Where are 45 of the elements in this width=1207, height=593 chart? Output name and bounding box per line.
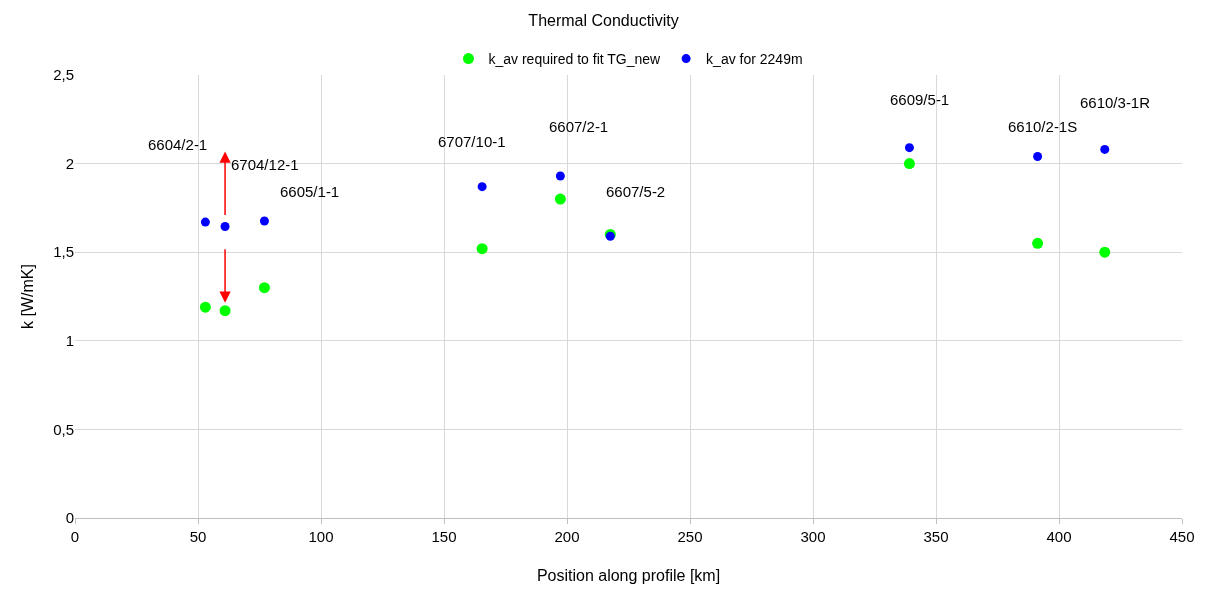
- x-tick-label: 250: [677, 528, 703, 545]
- point: [476, 243, 488, 255]
- annotation: 6704/12-1: [231, 156, 299, 173]
- point: [258, 282, 270, 294]
- annotation: 6607/2-1: [549, 118, 609, 135]
- annotation: 6707/10-1: [438, 133, 506, 150]
- point: [903, 158, 915, 170]
- point: [1033, 152, 1043, 162]
- point: [555, 171, 565, 181]
- y-tick-label: 2: [65, 154, 74, 172]
- annotation: 6605/1-1: [280, 183, 340, 200]
- annotation: 6604/2-1: [148, 136, 208, 153]
- x-tick-label: 100: [308, 528, 334, 545]
- x-tick-label: 150: [431, 528, 457, 545]
- x-tick-label: 300: [800, 528, 826, 545]
- point: [219, 305, 231, 317]
- chart-title: Thermal Conductivity: [528, 12, 679, 30]
- point: [1100, 144, 1110, 154]
- x-tick-label: 50: [189, 528, 207, 545]
- y-tick-label: 0,5: [53, 420, 74, 438]
- annotation: 6609/5-1: [890, 91, 950, 108]
- point: [220, 222, 230, 232]
- x-tick-label: 400: [1046, 528, 1072, 545]
- annotation: 6610/3-1R: [1080, 94, 1151, 111]
- x-tick-label: 200: [554, 528, 580, 545]
- legend-label: k_av required to fit TG_new: [488, 51, 662, 68]
- y-tick-label: 2,5: [53, 66, 74, 84]
- point: [477, 182, 487, 192]
- y-axis-title: k [W/mK]: [19, 264, 37, 329]
- y-tick-label: 0: [65, 509, 74, 527]
- y-tick-label: 1: [65, 332, 74, 350]
- point: [904, 143, 914, 153]
- point: [199, 301, 211, 313]
- point: [259, 216, 269, 226]
- annotation: 6607/5-2: [606, 183, 666, 200]
- point: [200, 217, 210, 227]
- x-axis-title: Position along profile [km]: [536, 566, 721, 584]
- y-tick-label: 1,5: [53, 243, 74, 261]
- point: [1032, 237, 1044, 249]
- point: [1099, 246, 1111, 258]
- legend-label: k_av for 2249m: [706, 51, 803, 68]
- x-tick-label: 350: [923, 528, 949, 545]
- x-tick-label: 450: [1169, 528, 1195, 545]
- point: [554, 193, 566, 205]
- annotation: 6610/2-1S: [1008, 118, 1078, 135]
